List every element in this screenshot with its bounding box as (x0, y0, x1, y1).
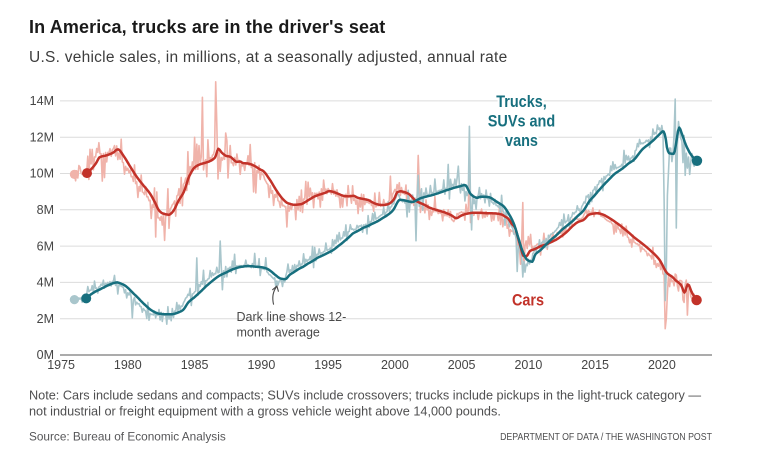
svg-text:month average: month average (237, 326, 320, 340)
svg-text:1975: 1975 (47, 358, 75, 372)
svg-text:DEPARTMENT OF DATA / THE WASHI: DEPARTMENT OF DATA / THE WASHINGTON POST (500, 431, 712, 443)
svg-text:2020: 2020 (648, 358, 676, 372)
svg-text:not industrial or freight equi: not industrial or freight equipment with… (29, 405, 501, 419)
svg-text:1995: 1995 (314, 358, 342, 372)
svg-text:In America, trucks are in the: In America, trucks are in the driver's s… (29, 17, 385, 37)
svg-text:14M: 14M (30, 94, 54, 108)
svg-text:8M: 8M (37, 203, 54, 217)
svg-text:2010: 2010 (514, 358, 542, 372)
svg-text:6M: 6M (37, 239, 54, 253)
svg-text:SUVs and: SUVs and (488, 112, 555, 130)
svg-text:2000: 2000 (381, 358, 409, 372)
svg-text:0M: 0M (37, 348, 54, 362)
svg-text:10M: 10M (30, 167, 54, 181)
svg-text:1985: 1985 (181, 358, 209, 372)
svg-text:4M: 4M (37, 276, 54, 290)
svg-text:Note: Cars include sedans and: Note: Cars include sedans and compacts; … (29, 389, 701, 403)
svg-text:Cars: Cars (512, 291, 544, 309)
svg-text:1980: 1980 (114, 358, 142, 372)
svg-text:12M: 12M (30, 130, 54, 144)
svg-text:1990: 1990 (247, 358, 275, 372)
svg-text:vans: vans (505, 132, 538, 150)
svg-text:2M: 2M (37, 312, 54, 326)
svg-text:U.S. vehicle sales, in million: U.S. vehicle sales, in millions, at a se… (29, 49, 507, 66)
svg-text:Trucks,: Trucks, (496, 93, 547, 111)
svg-text:Source: Bureau of Economic Ana: Source: Bureau of Economic Analysis (29, 430, 226, 444)
svg-text:Dark line shows 12-: Dark line shows 12- (237, 310, 347, 324)
svg-text:2005: 2005 (448, 358, 476, 372)
svg-text:2015: 2015 (581, 358, 609, 372)
